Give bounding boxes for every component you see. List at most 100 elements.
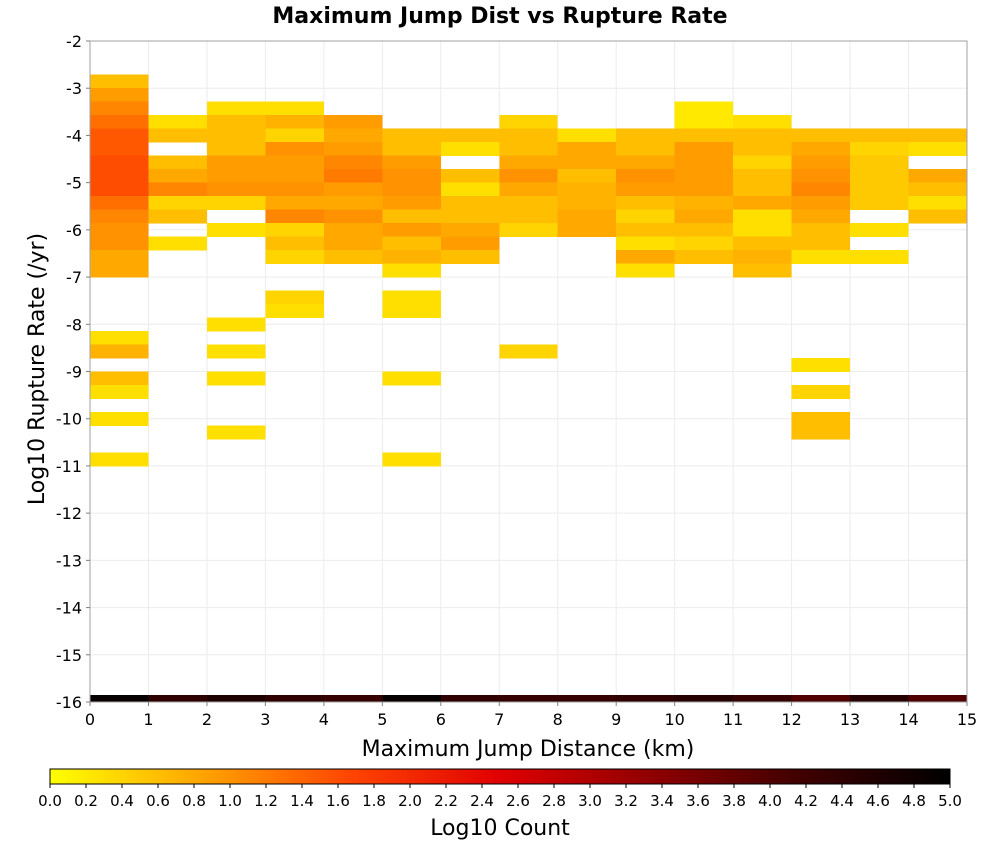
heatmap-cell [206, 182, 266, 197]
heatmap-cell [206, 128, 266, 143]
y-tick-label: -6 [66, 221, 82, 240]
heatmap-cell [206, 371, 266, 386]
heatmap-cell [90, 695, 149, 703]
heatmap-cell [206, 344, 266, 359]
colorbar-tick-label: 1.6 [326, 792, 350, 810]
heatmap-cell [90, 142, 149, 157]
colorbar-tick-label: 0.4 [110, 792, 134, 810]
x-tick-label: 10 [664, 710, 684, 729]
heatmap-cell [616, 182, 675, 197]
heatmap-cell [382, 223, 441, 238]
heatmap-cell [616, 142, 675, 157]
y-tick-label: -8 [66, 315, 82, 334]
heatmap-cell [616, 223, 675, 238]
heatmap-cell [499, 223, 558, 238]
heatmap-cell [90, 236, 149, 251]
heatmap-cell [557, 223, 617, 238]
heatmap-cell [557, 128, 617, 143]
heatmap-cell [265, 209, 324, 224]
heatmap-cell [265, 695, 324, 703]
heatmap-cell [908, 209, 967, 224]
heatmap-cell [90, 331, 149, 346]
y-axis-title: Log10 Rupture Rate (/yr) [25, 233, 50, 505]
heatmap-cell [382, 290, 441, 305]
heatmap-cell [908, 695, 967, 703]
colorbar-tick-label: 2.4 [470, 792, 494, 810]
x-tick-label: 7 [494, 710, 504, 729]
heatmap-cell [674, 209, 734, 224]
heatmap-cell [323, 182, 383, 197]
y-tick-label: -11 [56, 457, 82, 476]
y-tick-label: -7 [66, 268, 82, 287]
heatmap-cell [206, 142, 266, 157]
colorbar-tick-label: 0.0 [38, 792, 62, 810]
x-axis-title: Maximum Jump Distance (km) [362, 737, 695, 762]
heatmap-cell [382, 155, 441, 170]
x-tick-label: 4 [319, 710, 329, 729]
heatmap-cell [850, 223, 909, 238]
heatmap-cell [616, 236, 675, 251]
heatmap-cell [791, 250, 851, 265]
heatmap-cell [382, 250, 441, 265]
heatmap-cell [499, 128, 558, 143]
heatmap-cell [90, 371, 149, 386]
heatmap-cell [440, 695, 500, 703]
heatmap-cell [90, 115, 149, 130]
heatmap-cell [733, 263, 792, 278]
colorbar-tick-label: 2.0 [398, 792, 422, 810]
heatmap-cell [674, 128, 734, 143]
heatmap-cell [791, 236, 851, 251]
colorbar [49, 768, 951, 785]
heatmap-cell [616, 209, 675, 224]
heatmap-cell [323, 250, 383, 265]
colorbar-tick-label: 3.6 [686, 792, 710, 810]
heatmap-cell [499, 182, 558, 197]
heatmap-cell [733, 142, 792, 157]
colorbar-tick-label: 3.8 [722, 792, 746, 810]
heatmap-cell [908, 196, 967, 211]
heatmap-cell [908, 169, 967, 184]
heatmap-cell [382, 169, 441, 184]
heatmap-cell [323, 209, 383, 224]
heatmap-cell [265, 142, 324, 157]
heatmap-cell [206, 223, 266, 238]
colorbar-tick-label: 1.0 [218, 792, 242, 810]
heatmap-cell [733, 196, 792, 211]
colorbar-tick-label: 3.4 [650, 792, 674, 810]
heatmap-cell [733, 155, 792, 170]
heatmap-cell [265, 155, 324, 170]
x-tick-label: 14 [898, 710, 918, 729]
heatmap-cell [323, 128, 383, 143]
heatmap-cell [148, 196, 207, 211]
heatmap-cell [674, 196, 734, 211]
heatmap-cell [90, 452, 149, 467]
heatmap-cell [499, 142, 558, 157]
x-tick-label: 13 [840, 710, 860, 729]
heatmap-cell [382, 452, 441, 467]
y-tick-label: -9 [66, 363, 82, 382]
heatmap-cell [733, 209, 792, 224]
heatmap-cell [791, 425, 851, 440]
heatmap-cell [616, 250, 675, 265]
x-tick-label: 5 [377, 710, 387, 729]
heatmap-cell [733, 169, 792, 184]
heatmap-cell [206, 115, 266, 130]
heatmap-cell [850, 196, 909, 211]
heatmap-cell [90, 263, 149, 278]
heatmap-cell [791, 357, 851, 372]
heatmap-cell [382, 236, 441, 251]
colorbar-tick-label: 1.8 [362, 792, 386, 810]
heatmap-cell [90, 411, 149, 426]
heatmap-cell [265, 290, 324, 305]
heatmap-cell [791, 142, 851, 157]
heatmap-cell [440, 196, 500, 211]
x-tick-label: 2 [202, 710, 212, 729]
heatmap-cell [323, 223, 383, 238]
heatmap-cell [908, 142, 967, 157]
heatmap-cell [206, 695, 266, 703]
heatmap-cell [382, 263, 441, 278]
colorbar-tick-label: 5.0 [938, 792, 962, 810]
heatmap-cell [265, 182, 324, 197]
heatmap-cell [265, 236, 324, 251]
